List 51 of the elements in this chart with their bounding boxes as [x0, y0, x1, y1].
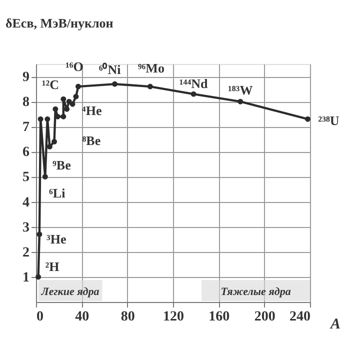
band-label: Тяжелые ядра	[220, 286, 292, 298]
annotation: ⁹Be	[52, 158, 72, 173]
y-tick-label: 1	[22, 270, 30, 286]
annotation: ¹⁶O	[65, 59, 84, 74]
y-tick-label: 9	[22, 70, 30, 86]
point	[70, 101, 76, 107]
point	[112, 81, 118, 87]
annotation: ⁶Li	[49, 186, 66, 201]
point	[36, 274, 42, 280]
point	[60, 114, 66, 120]
x-tick-label: 240	[290, 310, 310, 324]
point	[46, 144, 52, 150]
annotation: ⁶⁰Ni	[98, 62, 122, 78]
point	[42, 174, 48, 180]
point	[44, 116, 50, 122]
x-tick-label: 40	[75, 310, 90, 324]
annotation: ⁹⁶Mo	[138, 60, 164, 76]
y-tick-label: 5	[22, 170, 30, 186]
band-label: Легкие ядра	[40, 286, 100, 298]
y-tick-label: 6	[22, 145, 30, 160]
point	[238, 98, 244, 104]
point	[36, 232, 42, 238]
point	[73, 94, 79, 100]
point	[38, 116, 44, 122]
x-tick-label: 0	[36, 310, 44, 324]
x-axis-title: A	[330, 316, 341, 332]
annotation: ¹⁸³W	[228, 82, 253, 98]
y-axis-title: δEсв, МэВ/нуклон	[6, 16, 114, 30]
y-tick-label: 3	[22, 220, 30, 236]
y-tick-label: 4	[22, 195, 30, 210]
point	[52, 138, 58, 144]
annotation: ²H	[45, 258, 60, 274]
annotation: ⁴He	[82, 103, 102, 118]
annotation: ¹²C	[42, 77, 59, 92]
x-tick-label: 120	[163, 310, 184, 324]
y-tick-label: 7	[22, 120, 30, 136]
point	[60, 96, 66, 102]
y-tick-label: 8	[22, 95, 30, 110]
point	[147, 84, 153, 90]
x-tick-label: 80	[120, 310, 135, 324]
annotation: ²³⁸U	[318, 113, 340, 128]
point	[304, 116, 310, 122]
x-tick-label: 200	[254, 310, 276, 324]
x-tick-label: 160	[208, 310, 230, 324]
annotation: ³He	[46, 231, 67, 246]
y-tick-label: 2	[22, 245, 30, 260]
annotation: ⁸Be	[82, 133, 101, 148]
annotation: ¹⁴⁴Nd	[179, 76, 208, 92]
point	[52, 106, 58, 112]
point	[76, 84, 81, 90]
point	[190, 91, 196, 97]
